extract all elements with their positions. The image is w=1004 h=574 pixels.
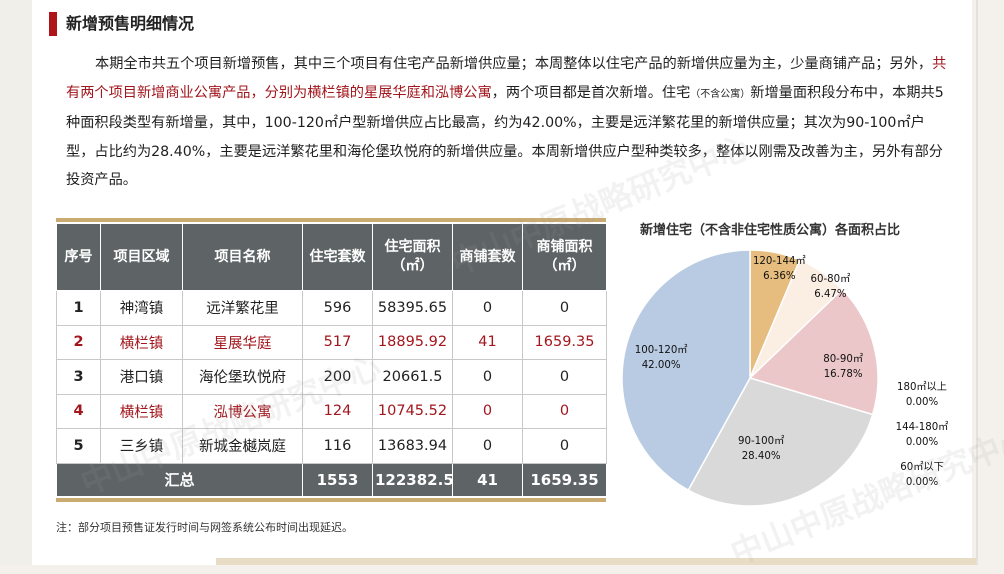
right-divider bbox=[976, 0, 978, 565]
footnote: 注：部分项目预售证发行时间与网签系统公布时间出现延迟。 bbox=[56, 521, 353, 534]
table-row: 4 横栏镇 泓博公寓 124 10745.52 0 0 bbox=[56, 393, 607, 429]
pie-label-name: 120-144㎡ bbox=[752, 255, 806, 267]
cell-shop-units: 0 bbox=[452, 393, 523, 429]
cell-shop-area: 0 bbox=[522, 359, 607, 395]
cell-res-area: 58395.65 bbox=[372, 290, 453, 326]
table-bottom-rule bbox=[56, 497, 606, 502]
cell-res-area: 10745.52 bbox=[372, 393, 453, 429]
pie-slice-label: 120-144㎡ 6.36% bbox=[749, 254, 809, 284]
cell-shop-area: 0 bbox=[522, 393, 607, 429]
cell-shop-area: 0 bbox=[522, 428, 607, 464]
header-shop-units: 商铺套数 bbox=[452, 223, 523, 291]
pie-label-name: 180㎡以上 bbox=[896, 382, 947, 393]
paragraph-highlight: 共有两个项目新增商业公寓产品，分别为横栏镇的星展华庭和泓博公寓 bbox=[66, 56, 947, 101]
total-units: 1553 bbox=[302, 462, 373, 497]
left-margin-band bbox=[0, 0, 32, 565]
header-res-area: 住宅面积（㎡） bbox=[372, 223, 453, 291]
pie-label-value: 28.40% bbox=[741, 451, 781, 463]
presale-table: 序号 项目区域 项目名称 住宅套数 住宅面积（㎡） 商铺套数 商铺面积（㎡） 1… bbox=[56, 223, 607, 497]
cell-area: 港口镇 bbox=[100, 359, 183, 395]
cell-shop-area: 1659.35 bbox=[522, 324, 607, 360]
pie-slice bbox=[687, 377, 874, 507]
pie-label-value: 6.47% bbox=[814, 289, 847, 301]
pie-zero-label: 144-180㎡ 0.00% bbox=[890, 420, 954, 450]
cell-no: 2 bbox=[56, 324, 101, 360]
title-marker bbox=[49, 12, 57, 36]
table-header-row: 序号 项目区域 项目名称 住宅套数 住宅面积（㎡） 商铺套数 商铺面积（㎡） bbox=[56, 223, 607, 291]
cell-res-area: 18895.92 bbox=[372, 324, 453, 360]
pie-label-value: 16.78% bbox=[823, 369, 863, 381]
pie-label-name: 80-90㎡ bbox=[823, 354, 864, 366]
header-shop-area: 商铺面积（㎡） bbox=[522, 223, 607, 291]
cell-area: 横栏镇 bbox=[100, 393, 183, 429]
presale-table-wrapper: 序号 项目区域 项目名称 住宅套数 住宅面积（㎡） 商铺套数 商铺面积（㎡） 1… bbox=[56, 218, 607, 502]
pie-slice bbox=[621, 249, 751, 492]
pie-label-name: 100-120㎡ bbox=[634, 345, 688, 357]
pie-label-name: 144-180㎡ bbox=[895, 422, 949, 433]
pie-zero-label: 180㎡以上 0.00% bbox=[890, 380, 954, 410]
cell-no: 1 bbox=[56, 290, 101, 326]
cell-no: 4 bbox=[56, 393, 101, 429]
pie-label-name: 60-80㎡ bbox=[810, 274, 851, 286]
chart-title: 新增住宅（不含非住宅性质公寓）各面积占比 bbox=[640, 223, 901, 238]
pie-label-value: 42.00% bbox=[641, 360, 681, 372]
table-total-row: 汇总 1553 122382.5 41 1659.35 bbox=[56, 462, 607, 497]
table-row: 5 三乡镇 新城金樾岚庭 116 13683.94 0 0 bbox=[56, 428, 607, 464]
pie-label-name: 60㎡以下 bbox=[900, 462, 944, 473]
header-name: 项目名称 bbox=[182, 223, 303, 291]
pie-label-name: 90-100㎡ bbox=[738, 436, 785, 448]
paragraph-text-1: 本期全市共五个项目新增预售，其中三个项目有住宅产品新增供应量；本周整体以住宅产品… bbox=[95, 56, 933, 72]
paragraph-text-2: ，两个项目都是首次新增。住宅 bbox=[491, 84, 691, 101]
pie-zero-label: 60㎡以下 0.00% bbox=[890, 460, 954, 490]
cell-shop-units: 41 bbox=[452, 324, 523, 360]
header-area: 项目区域 bbox=[100, 223, 183, 291]
pie-label-value: 6.36% bbox=[763, 270, 796, 282]
total-res-area: 122382.5 bbox=[372, 462, 454, 497]
pie-slice-label: 80-90㎡ 16.78% bbox=[813, 352, 873, 382]
cell-name: 新城金樾岚庭 bbox=[182, 428, 303, 464]
section-title: 新增预售明细情况 bbox=[66, 14, 195, 33]
paragraph-small-note: （不含公寓） bbox=[690, 88, 751, 100]
pie-slice bbox=[748, 288, 879, 416]
pie-label-value: 0.00% bbox=[905, 437, 939, 448]
total-label: 汇总 bbox=[56, 462, 303, 497]
table-top-rule bbox=[56, 218, 606, 222]
cell-units: 200 bbox=[302, 359, 373, 395]
cell-area: 三乡镇 bbox=[100, 428, 183, 464]
header-units: 住宅套数 bbox=[302, 223, 373, 291]
paragraph-text-3: 新增量面积段分布中，本期共5种面积段类型有新增量，其中，100-120㎡户型新增… bbox=[66, 84, 944, 189]
summary-paragraph: 本期全市共五个项目新增预售，其中三个项目有住宅产品新增供应量；本周整体以住宅产品… bbox=[66, 50, 950, 195]
pie-slice-label: 90-100㎡ 28.40% bbox=[731, 434, 791, 464]
pie-label-value: 0.00% bbox=[905, 477, 939, 488]
bottom-accent-bar bbox=[216, 558, 976, 565]
pie-slice-label: 100-120㎡ 42.00% bbox=[631, 343, 691, 373]
cell-units: 517 bbox=[302, 324, 373, 360]
pie-label-value: 0.00% bbox=[905, 397, 939, 408]
cell-area: 神湾镇 bbox=[100, 290, 183, 326]
header-no: 序号 bbox=[56, 223, 101, 291]
pie-slice-label: 60-80㎡ 6.47% bbox=[800, 272, 860, 302]
cell-name: 海伦堡玖悦府 bbox=[182, 359, 303, 395]
table-row: 3 港口镇 海伦堡玖悦府 200 20661.5 0 0 bbox=[56, 359, 607, 395]
total-shop-area: 1659.35 bbox=[522, 462, 607, 497]
